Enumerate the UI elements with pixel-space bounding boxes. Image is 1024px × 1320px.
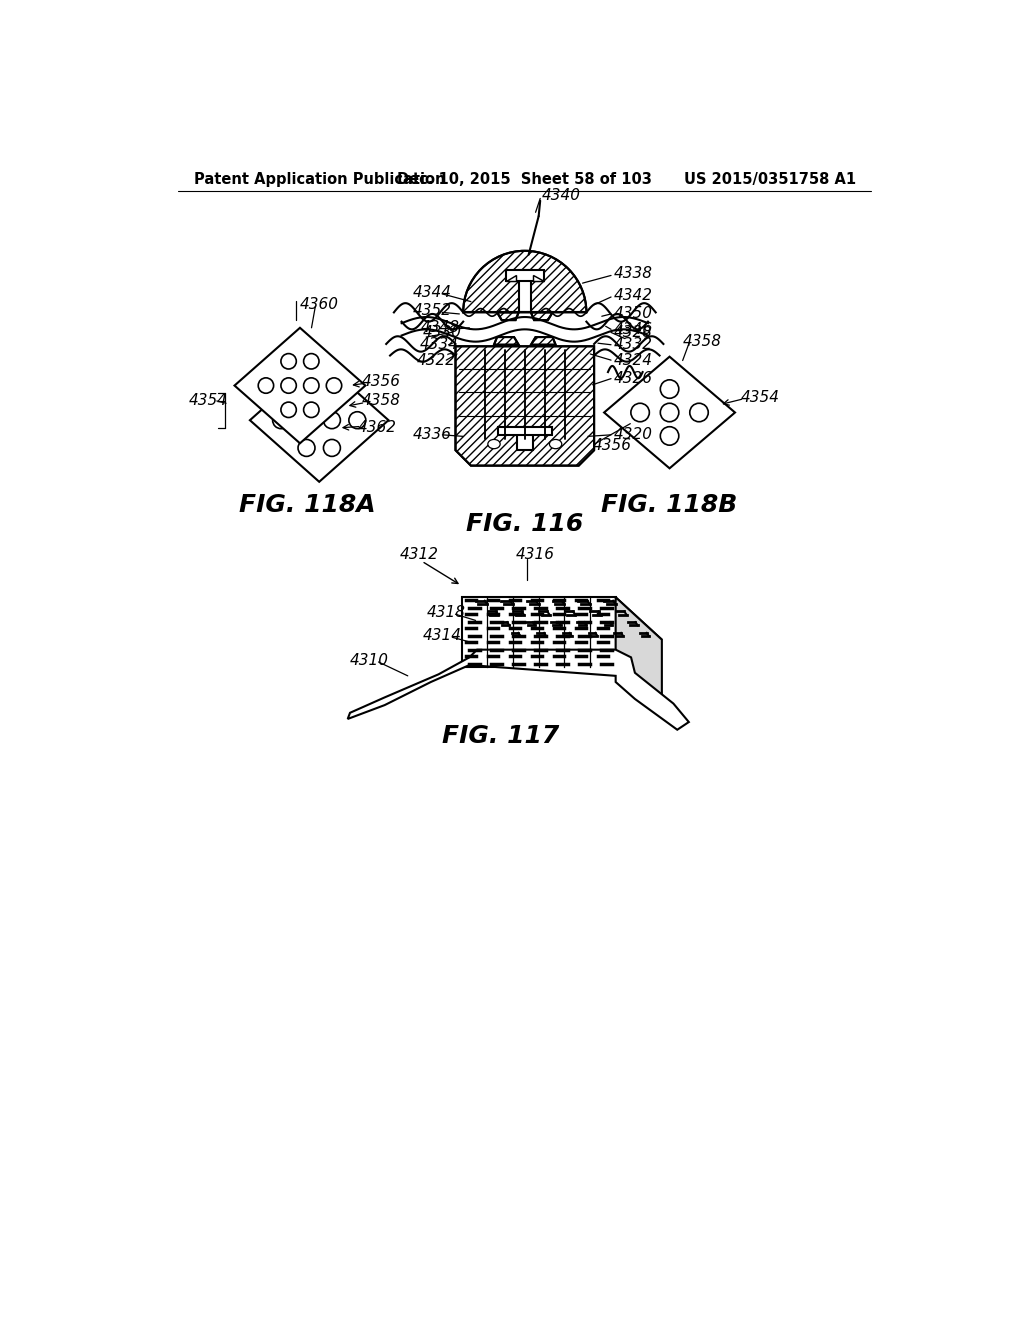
Polygon shape xyxy=(531,313,553,321)
Circle shape xyxy=(324,384,340,401)
Text: 4332: 4332 xyxy=(613,337,652,352)
Text: 4352: 4352 xyxy=(413,304,453,318)
Text: 4324: 4324 xyxy=(613,352,652,368)
Text: 4322: 4322 xyxy=(417,352,456,368)
Text: 4342: 4342 xyxy=(613,288,652,304)
Polygon shape xyxy=(604,356,735,469)
Circle shape xyxy=(298,412,315,429)
Text: 4340: 4340 xyxy=(542,187,581,203)
Text: 4360: 4360 xyxy=(300,297,339,313)
Circle shape xyxy=(660,426,679,445)
Circle shape xyxy=(660,404,679,422)
Text: 4356: 4356 xyxy=(593,438,632,454)
Circle shape xyxy=(690,404,709,422)
Circle shape xyxy=(324,412,340,429)
Polygon shape xyxy=(531,337,556,345)
Polygon shape xyxy=(534,275,544,281)
Text: 4326: 4326 xyxy=(613,371,652,387)
Text: 4310: 4310 xyxy=(350,653,389,668)
Polygon shape xyxy=(234,327,366,444)
Text: 4334: 4334 xyxy=(419,337,459,352)
Text: 4330: 4330 xyxy=(422,325,462,341)
Text: 4312: 4312 xyxy=(400,548,439,562)
Text: 4362: 4362 xyxy=(357,420,396,436)
Polygon shape xyxy=(456,346,594,466)
Text: 4354: 4354 xyxy=(741,389,780,405)
Text: 4316: 4316 xyxy=(515,548,555,562)
Ellipse shape xyxy=(550,440,562,449)
Wedge shape xyxy=(463,251,587,313)
Polygon shape xyxy=(462,598,615,667)
Text: 4328: 4328 xyxy=(613,325,652,341)
Text: 4358: 4358 xyxy=(361,393,400,408)
Circle shape xyxy=(303,354,319,370)
Text: 4338: 4338 xyxy=(613,267,652,281)
Text: FIG. 118A: FIG. 118A xyxy=(240,492,376,517)
Text: 4348: 4348 xyxy=(421,321,460,335)
Polygon shape xyxy=(518,271,531,313)
Circle shape xyxy=(281,403,296,417)
Circle shape xyxy=(324,440,340,457)
Polygon shape xyxy=(497,313,518,321)
Circle shape xyxy=(298,440,315,457)
Text: US 2015/0351758 A1: US 2015/0351758 A1 xyxy=(684,173,856,187)
Polygon shape xyxy=(506,275,516,281)
Circle shape xyxy=(660,380,679,399)
Polygon shape xyxy=(498,428,552,434)
Text: 4318: 4318 xyxy=(427,605,466,620)
Circle shape xyxy=(303,378,319,393)
Text: 4346: 4346 xyxy=(613,322,652,337)
Text: 4314: 4314 xyxy=(423,628,462,643)
Text: 4358: 4358 xyxy=(683,334,722,348)
Polygon shape xyxy=(517,428,532,450)
Polygon shape xyxy=(615,598,662,709)
Text: 4336: 4336 xyxy=(413,428,453,442)
Text: 4350: 4350 xyxy=(613,306,652,322)
Text: Dec. 10, 2015  Sheet 58 of 103: Dec. 10, 2015 Sheet 58 of 103 xyxy=(397,173,652,187)
Circle shape xyxy=(281,354,296,370)
Text: FIG. 117: FIG. 117 xyxy=(441,723,559,748)
Circle shape xyxy=(349,412,366,429)
Polygon shape xyxy=(506,271,544,281)
Circle shape xyxy=(258,378,273,393)
Circle shape xyxy=(281,378,296,393)
Text: 4356: 4356 xyxy=(361,374,400,389)
Polygon shape xyxy=(348,649,689,730)
Circle shape xyxy=(303,403,319,417)
Circle shape xyxy=(631,404,649,422)
Polygon shape xyxy=(250,359,388,482)
Text: 4344: 4344 xyxy=(413,285,453,300)
Polygon shape xyxy=(462,598,662,640)
Text: FIG. 118B: FIG. 118B xyxy=(601,492,737,517)
Text: 4320: 4320 xyxy=(613,428,652,442)
Text: 4354: 4354 xyxy=(188,393,227,408)
Circle shape xyxy=(272,412,290,429)
Circle shape xyxy=(298,384,315,401)
Text: Patent Application Publication: Patent Application Publication xyxy=(194,173,445,187)
Circle shape xyxy=(327,378,342,393)
Text: FIG. 116: FIG. 116 xyxy=(466,512,584,536)
Ellipse shape xyxy=(487,440,500,449)
Polygon shape xyxy=(494,337,518,345)
